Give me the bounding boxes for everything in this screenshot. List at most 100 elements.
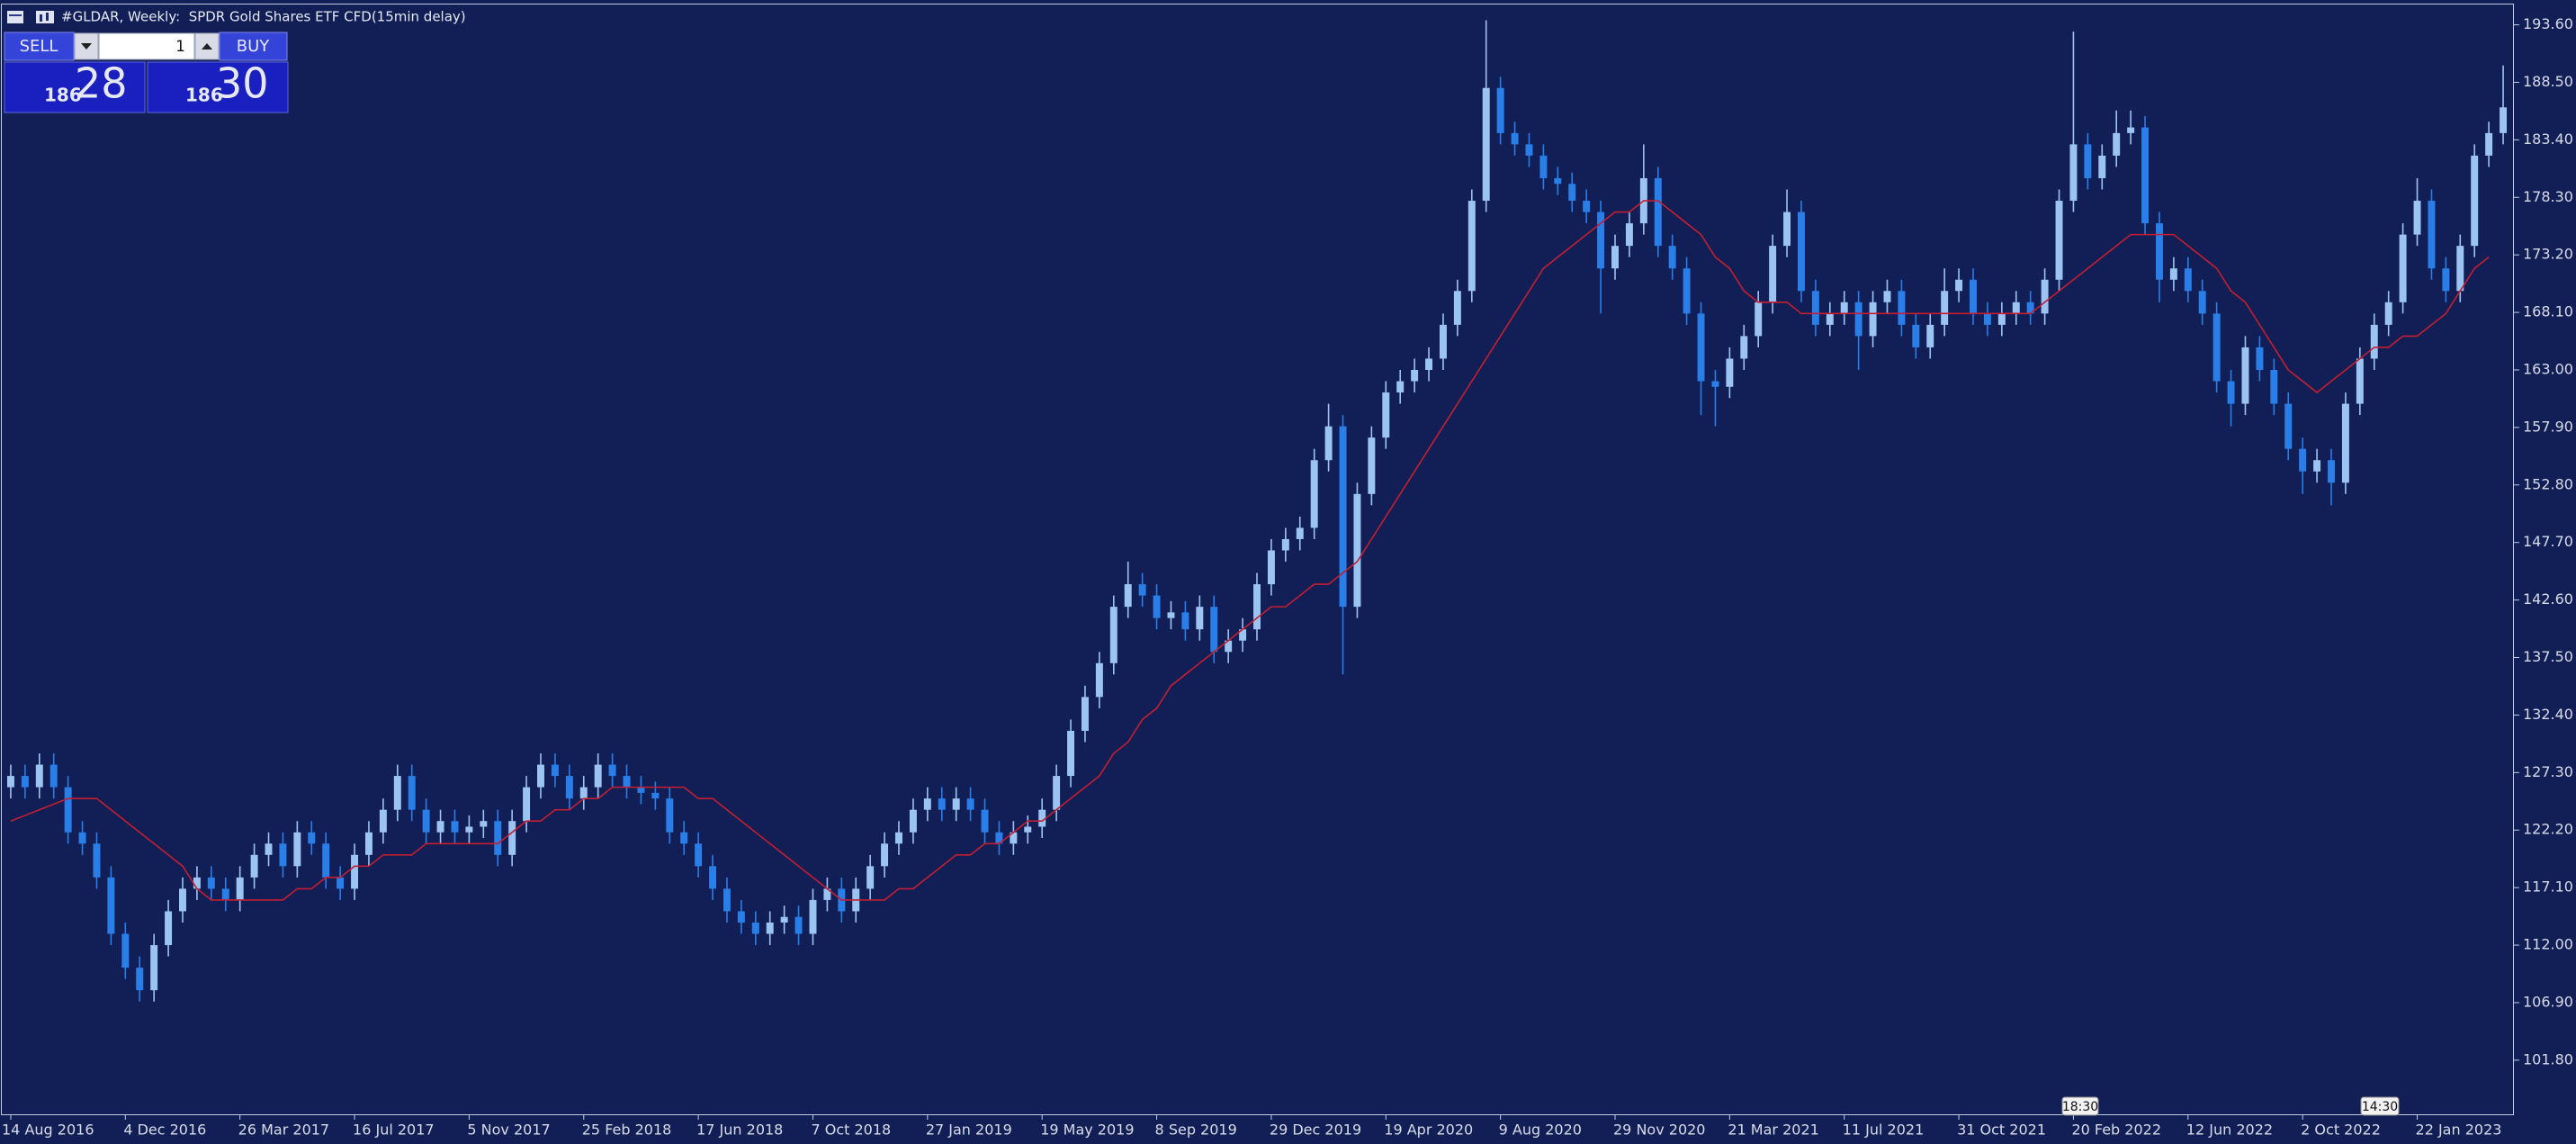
candle-body [909, 809, 917, 833]
candle-body [2241, 347, 2249, 404]
candle-body [1196, 607, 1204, 630]
x-tick-label: 19 Apr 2020 [1384, 1121, 1473, 1139]
candle-body [1811, 291, 1819, 325]
candle-body [1869, 302, 1877, 337]
candle-body [1583, 201, 1591, 212]
window-icon [9, 14, 22, 16]
x-tick-label: 21 Mar 2021 [1728, 1121, 1818, 1139]
candle-body [1411, 369, 1419, 382]
candle-body [651, 792, 660, 799]
candle-body [1095, 662, 1103, 698]
candle-body [2169, 268, 2177, 280]
candle-body [579, 787, 588, 799]
candle-body [465, 826, 473, 833]
candle-body [408, 776, 416, 810]
y-tick-label: 147.70 [2523, 533, 2573, 550]
candle-body [1912, 324, 1920, 347]
candle-body [207, 877, 215, 889]
candle-body [2198, 291, 2206, 314]
candle-body [565, 776, 573, 799]
time-marker-box [2360, 1096, 2400, 1116]
x-tick-label: 27 Jan 2019 [926, 1121, 1012, 1139]
candle-body [823, 888, 831, 900]
buy-button[interactable] [219, 32, 288, 61]
x-tick-label: 14 Aug 2016 [2, 1121, 94, 1139]
bid-big-figure: 186 [44, 85, 82, 106]
x-tick-label: 16 Jul 2017 [353, 1121, 435, 1139]
candle-body [1755, 302, 1763, 337]
x-tick-label: 4 Dec 2016 [123, 1121, 206, 1139]
candle-body [2026, 302, 2034, 314]
trade-panel: SELL 1 BUY 186 28 186 30 [4, 32, 289, 113]
candle-body [2500, 107, 2508, 133]
candle-body [250, 854, 258, 878]
candle-body [6, 776, 14, 788]
candle-body [2256, 347, 2264, 370]
candle-body [322, 843, 330, 878]
candle-body [1740, 336, 1748, 359]
chart-icon [40, 14, 42, 22]
y-tick-label: 188.50 [2523, 73, 2573, 90]
candle-body [1955, 279, 1963, 292]
window-icon [7, 11, 23, 23]
candle-body [1396, 381, 1405, 393]
candle-body [695, 843, 703, 867]
candle-body [1353, 493, 1361, 608]
x-tick-label: 20 Feb 2022 [2071, 1121, 2161, 1139]
candle-body [21, 776, 29, 788]
candle-body [2113, 132, 2121, 156]
candle-body [2341, 403, 2349, 483]
candle-body [308, 832, 316, 844]
lots-input[interactable] [98, 32, 195, 60]
candle-body [680, 832, 688, 844]
candle-body [1109, 607, 1117, 663]
candle-body [2041, 279, 2049, 314]
candle-body [1769, 246, 1777, 302]
candle-body [1225, 640, 1233, 653]
candle-body [150, 945, 158, 991]
candle-body [2127, 127, 2135, 133]
candle-body [1024, 826, 1032, 833]
ask-pips: 30 [216, 59, 269, 108]
time-marker-box [2061, 1096, 2099, 1116]
candle-body [1554, 177, 1562, 185]
y-tick-label: 152.80 [2523, 475, 2573, 492]
ask-box[interactable] [147, 61, 289, 113]
candle-body [480, 821, 488, 827]
candle-body [1983, 313, 1991, 325]
candle-body [78, 832, 86, 844]
x-tick-label: 26 Mar 2017 [238, 1121, 329, 1139]
candle-body [2084, 144, 2092, 178]
candle-body [2485, 132, 2493, 156]
candle-body [107, 877, 115, 934]
moving-average [10, 200, 2490, 901]
session-markers: 18:30 14:30 [2061, 1096, 2400, 1116]
lots-value: 1 [175, 38, 185, 56]
bid-box[interactable] [4, 61, 146, 113]
candle-body [2328, 460, 2335, 483]
header: #GLDAR, Weekly: SPDR Gold Shares ETF CFD… [7, 9, 466, 25]
candle-body [1310, 460, 1318, 528]
y-tick-label: 122.20 [2523, 821, 2573, 838]
candle-body [1010, 832, 1018, 844]
candle-body [1281, 538, 1289, 551]
candle-body [2370, 324, 2378, 359]
candle-body [1611, 246, 1619, 269]
candle-body [2471, 155, 2479, 247]
arrow-up [202, 43, 212, 50]
sell-button[interactable] [4, 32, 75, 61]
candle-body [709, 866, 717, 889]
candle-body [608, 764, 616, 777]
candle-body [351, 854, 359, 889]
candle-body [1625, 223, 1633, 247]
candle-body [2428, 201, 2436, 269]
candle-body [1053, 776, 1061, 810]
candle-body [966, 798, 974, 810]
candle-body [537, 764, 544, 788]
candle-body [766, 922, 774, 934]
candle-body [1453, 291, 1461, 325]
plot-frame [1, 4, 2514, 1115]
candle-body [2399, 234, 2407, 302]
y-tick-label: 106.90 [2523, 993, 2573, 1010]
